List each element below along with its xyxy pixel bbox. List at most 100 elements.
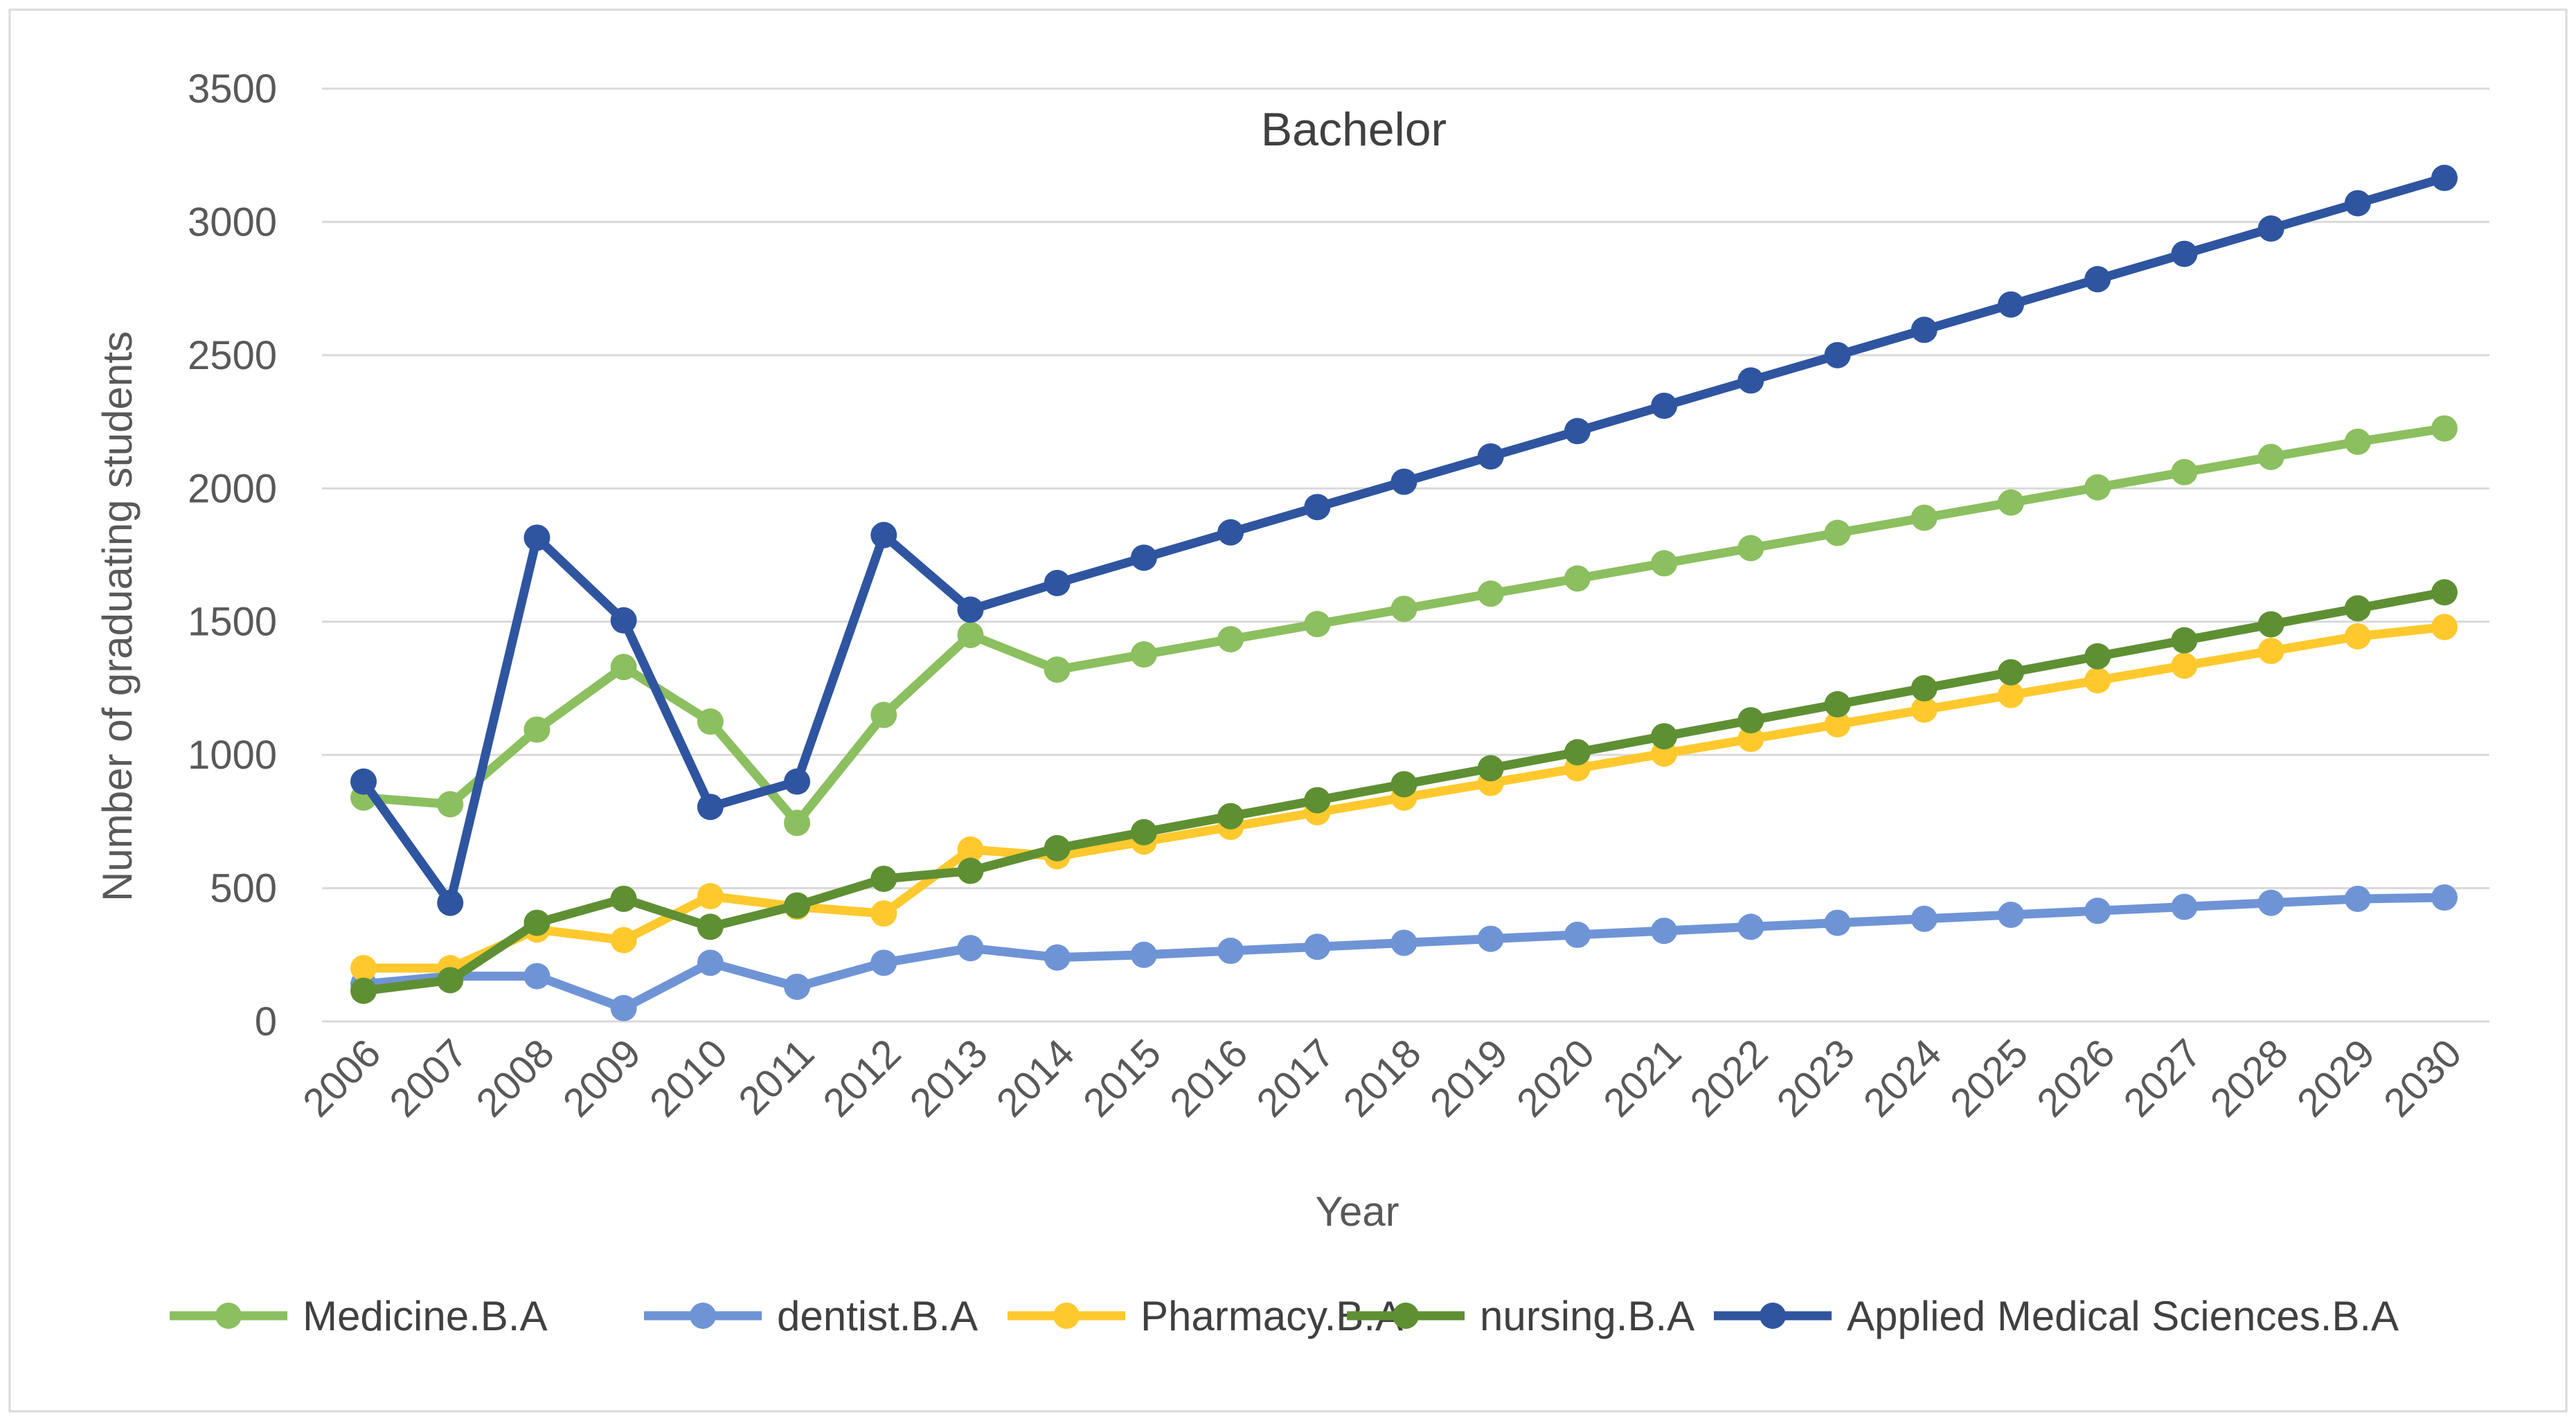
legend-label: dentist.B.A	[777, 1293, 978, 1339]
y-tick-label: 3000	[188, 199, 277, 244]
data-point	[2171, 893, 2198, 920]
data-point	[2084, 897, 2111, 924]
data-point	[784, 973, 811, 1000]
data-point	[957, 935, 984, 962]
data-point	[1390, 468, 1417, 495]
data-point	[1217, 803, 1244, 830]
data-point	[1564, 921, 1591, 948]
data-point	[1304, 787, 1331, 814]
data-point	[2257, 638, 2284, 665]
data-point	[437, 889, 464, 916]
data-point	[610, 927, 637, 954]
y-axis-title: Number of graduating students	[94, 331, 141, 902]
data-point	[1824, 519, 1851, 546]
data-point	[1651, 918, 1678, 945]
data-point	[350, 768, 377, 795]
data-point	[784, 810, 811, 837]
legend-marker	[1393, 1303, 1419, 1329]
data-point	[1130, 544, 1157, 571]
data-point	[1651, 392, 1678, 419]
data-point	[2344, 595, 2371, 622]
data-point	[1911, 316, 1938, 343]
data-point	[1390, 596, 1417, 623]
data-point	[2344, 190, 2371, 217]
data-point	[350, 955, 377, 982]
data-point	[1564, 565, 1591, 592]
data-point	[870, 900, 897, 927]
series-lines	[350, 164, 2458, 1021]
legend-label: Applied Medical Sciences.B.A	[1847, 1293, 2399, 1339]
data-point	[784, 768, 811, 795]
data-point	[2257, 443, 2284, 470]
series-Applied Medical Sciences.B.A	[350, 164, 2458, 916]
y-axis-tick-labels: 0 500 1000 1500 2000 2500 3000 3500	[188, 66, 277, 1044]
data-point	[2431, 614, 2458, 641]
data-point	[2084, 667, 2111, 694]
data-point	[1304, 494, 1331, 521]
data-point	[524, 524, 551, 551]
y-tick-label: 1000	[188, 733, 277, 778]
data-point	[437, 967, 464, 994]
data-point	[2084, 643, 2111, 670]
data-point	[1997, 659, 2024, 686]
data-point	[2431, 884, 2458, 911]
data-point	[610, 607, 637, 634]
data-point	[870, 949, 897, 976]
data-point	[1390, 771, 1417, 798]
data-point	[1911, 905, 1938, 932]
data-point	[2171, 627, 2198, 654]
data-point	[1997, 902, 2024, 929]
data-point	[1044, 834, 1071, 861]
data-point	[610, 654, 637, 681]
data-point	[1477, 925, 1504, 952]
data-point	[2084, 266, 2111, 293]
data-point	[2171, 240, 2198, 267]
legend-marker	[1760, 1303, 1786, 1329]
data-point	[1044, 944, 1071, 971]
data-point	[1304, 611, 1331, 638]
data-point	[524, 716, 551, 743]
legend-item: dentist.B.A	[644, 1293, 978, 1339]
data-point	[1824, 341, 1851, 368]
data-point	[870, 866, 897, 893]
data-point	[524, 909, 551, 936]
y-tick-label: 2000	[188, 466, 277, 511]
legend-item: nursing.B.A	[1347, 1293, 1694, 1339]
data-point	[784, 892, 811, 919]
data-point	[697, 708, 724, 735]
data-point	[2344, 428, 2371, 455]
data-point	[1737, 535, 1764, 562]
data-point	[1997, 681, 2024, 708]
series-dentist.B.A	[350, 884, 2458, 1021]
data-point	[1737, 707, 1764, 734]
legend-marker	[1053, 1303, 1080, 1329]
data-point	[2431, 415, 2458, 442]
data-point	[437, 791, 464, 818]
data-point	[697, 794, 724, 821]
y-tick-label: 1500	[188, 600, 277, 645]
data-point	[524, 963, 551, 990]
legend-item: Medicine.B.A	[170, 1293, 548, 1339]
data-point	[1911, 674, 1938, 701]
y-tick-label: 3500	[188, 66, 277, 111]
data-point	[2171, 652, 2198, 679]
data-point	[1997, 291, 2024, 318]
data-point	[697, 883, 724, 910]
legend-item: Applied Medical Sciences.B.A	[1714, 1293, 2399, 1339]
series-Medicine.B.A	[350, 415, 2458, 837]
data-point	[350, 977, 377, 1004]
chart-border	[8, 8, 2568, 1413]
data-point	[1824, 710, 1851, 738]
data-point	[697, 949, 724, 976]
data-point	[2257, 889, 2284, 916]
data-point	[1737, 367, 1764, 394]
data-point	[1824, 909, 1851, 936]
data-point	[1217, 519, 1244, 546]
legend-item: Pharmacy.B.A	[1008, 1293, 1403, 1339]
data-point	[1217, 626, 1244, 653]
data-point	[1911, 696, 1938, 723]
data-point	[2431, 164, 2458, 191]
data-point	[1564, 739, 1591, 766]
data-point	[1477, 443, 1504, 470]
data-point	[870, 521, 897, 548]
